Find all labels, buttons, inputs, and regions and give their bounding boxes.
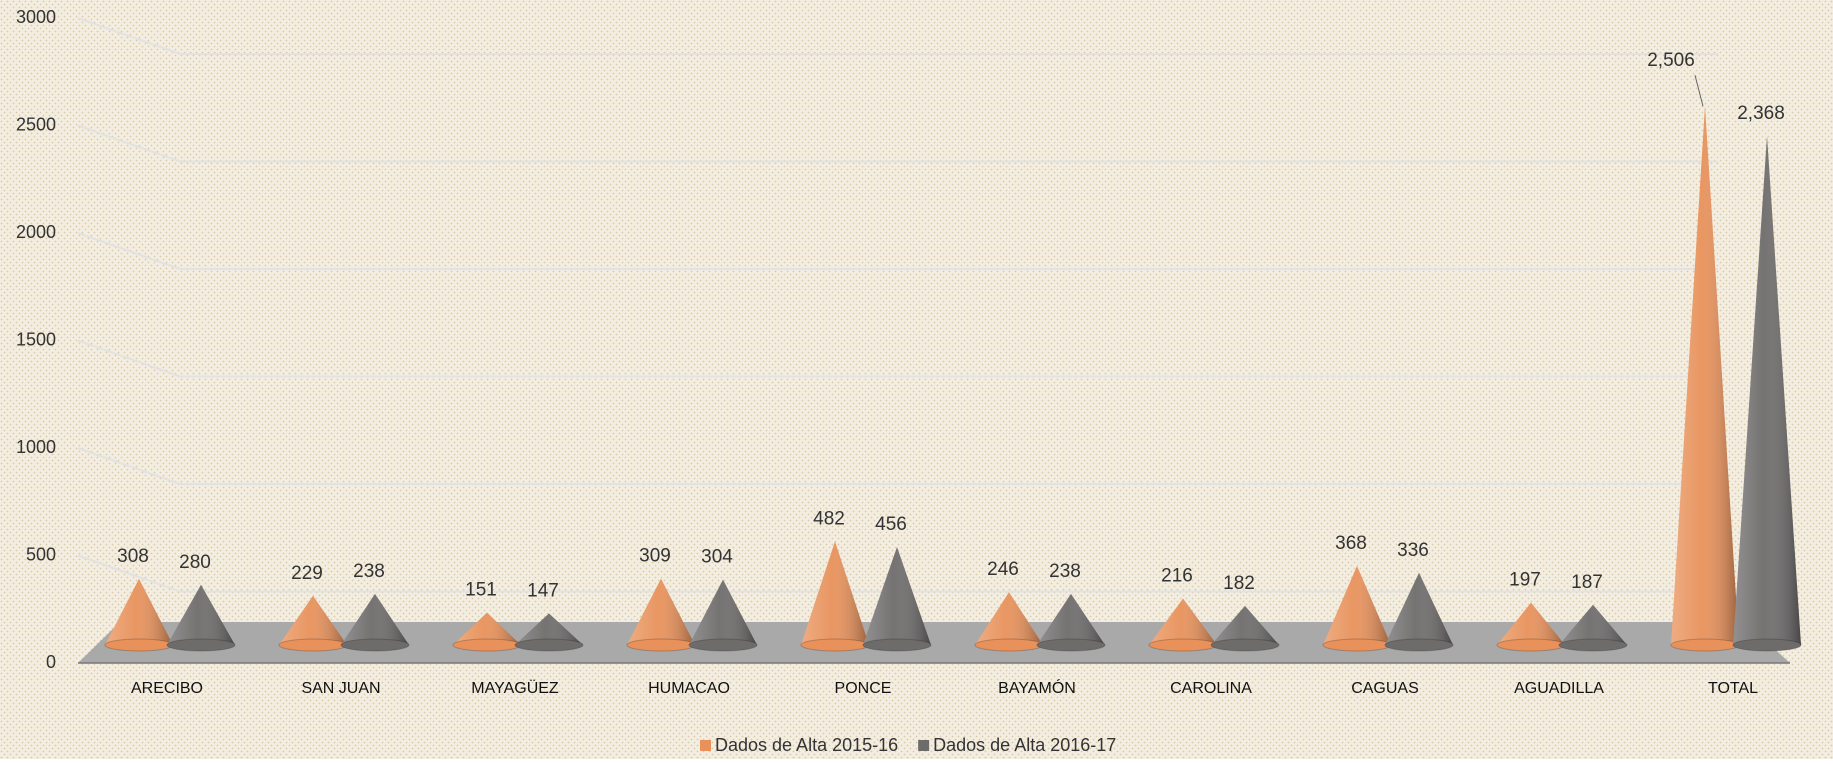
cone-shade (689, 579, 757, 645)
value-label: 238 (353, 561, 385, 582)
cone-base (862, 638, 932, 652)
value-label: 482 (813, 508, 845, 529)
cone-base (452, 638, 522, 652)
legend-label: Dados de Alta 2016-17 (933, 735, 1116, 755)
value-label: 2,368 (1737, 103, 1785, 124)
x-tick-label: AGUADILLA (1514, 680, 1604, 697)
x-tick-label: BAYAMÓN (998, 678, 1076, 697)
cone-base (688, 638, 758, 652)
x-tick-label: HUMACAO (648, 680, 730, 697)
x-tick-label: MAYAGÜEZ (471, 679, 559, 697)
value-label: 238 (1049, 561, 1081, 582)
cone-shade (1671, 106, 1739, 645)
cone-shade (453, 612, 521, 645)
cone-shade (1733, 135, 1801, 645)
value-label: 147 (527, 580, 559, 601)
cone-base (1384, 638, 1454, 652)
y-tick-label: 2000 (16, 222, 56, 242)
grid-line (77, 339, 1718, 378)
cone-base (278, 638, 348, 652)
cone-base (1148, 638, 1218, 652)
x-tick-label: TOTAL (1708, 680, 1758, 697)
grid-line (77, 124, 1718, 163)
y-tick-label: 0 (46, 652, 56, 672)
cone-shade (863, 546, 931, 645)
x-tick-label: ARECIBO (131, 680, 203, 697)
cone-shade (167, 584, 235, 645)
cone-base (1322, 638, 1392, 652)
value-label: 187 (1571, 572, 1603, 593)
grid-line (77, 554, 1718, 593)
value-label: 151 (465, 580, 497, 601)
cone-shade (279, 595, 347, 645)
grid-line (77, 17, 1718, 55)
grid-line (77, 232, 1718, 270)
cone-shade (801, 541, 869, 645)
value-label: 246 (987, 559, 1019, 580)
cone-base (974, 638, 1044, 652)
value-label: 216 (1161, 566, 1193, 587)
cone-base (1732, 638, 1802, 652)
x-tick-label: CAGUAS (1351, 680, 1419, 697)
legend-swatch (700, 740, 711, 751)
cone-shade (1037, 593, 1105, 645)
cone-base (514, 638, 584, 652)
value-label: 336 (1397, 540, 1429, 561)
cone-base (340, 638, 410, 652)
cone-shade (1211, 605, 1279, 645)
value-label: 308 (117, 546, 149, 567)
legend-swatch (918, 740, 930, 751)
cone-shade (1149, 598, 1217, 645)
x-tick-label: SAN JUAN (301, 680, 380, 697)
y-tick-label: 3000 (16, 7, 56, 27)
cone-shade (105, 578, 173, 645)
y-tick-label: 1500 (16, 329, 56, 349)
cone-base (104, 638, 174, 652)
value-label: 197 (1509, 570, 1541, 591)
legend-label: Dados de Alta 2015-16 (715, 735, 898, 755)
value-label: 280 (179, 552, 211, 573)
cone-base (626, 638, 696, 652)
cone-base (1036, 638, 1106, 652)
value-label: 229 (291, 563, 323, 584)
cone-shade (1323, 565, 1391, 645)
cone-shade (975, 592, 1043, 645)
value-label: 182 (1223, 573, 1255, 594)
y-tick-label: 500 (26, 544, 56, 564)
cone-shade (341, 593, 409, 645)
cone-shade (1385, 572, 1453, 645)
x-tick-label: CAROLINA (1170, 680, 1252, 697)
cone-shade (627, 578, 695, 645)
cone-base (1558, 638, 1628, 652)
cone-base (1670, 638, 1740, 652)
cone-base (1496, 638, 1566, 652)
y-tick-label: 2500 (16, 114, 56, 134)
grid-line (77, 447, 1718, 485)
cone-shade (1497, 602, 1565, 645)
cone-shade (515, 613, 583, 645)
value-label: 304 (701, 547, 733, 568)
value-label: 456 (875, 514, 907, 535)
value-label: 2,506 (1647, 50, 1695, 71)
leader-line (1694, 75, 1704, 107)
y-tick-label: 1000 (16, 437, 56, 457)
x-tick-label: PONCE (835, 680, 892, 697)
value-label: 368 (1335, 533, 1367, 554)
cone-shade (1559, 604, 1627, 645)
cone-base (166, 638, 236, 652)
cone-base (1210, 638, 1280, 652)
value-label: 309 (639, 546, 671, 567)
cone-base (800, 638, 870, 652)
